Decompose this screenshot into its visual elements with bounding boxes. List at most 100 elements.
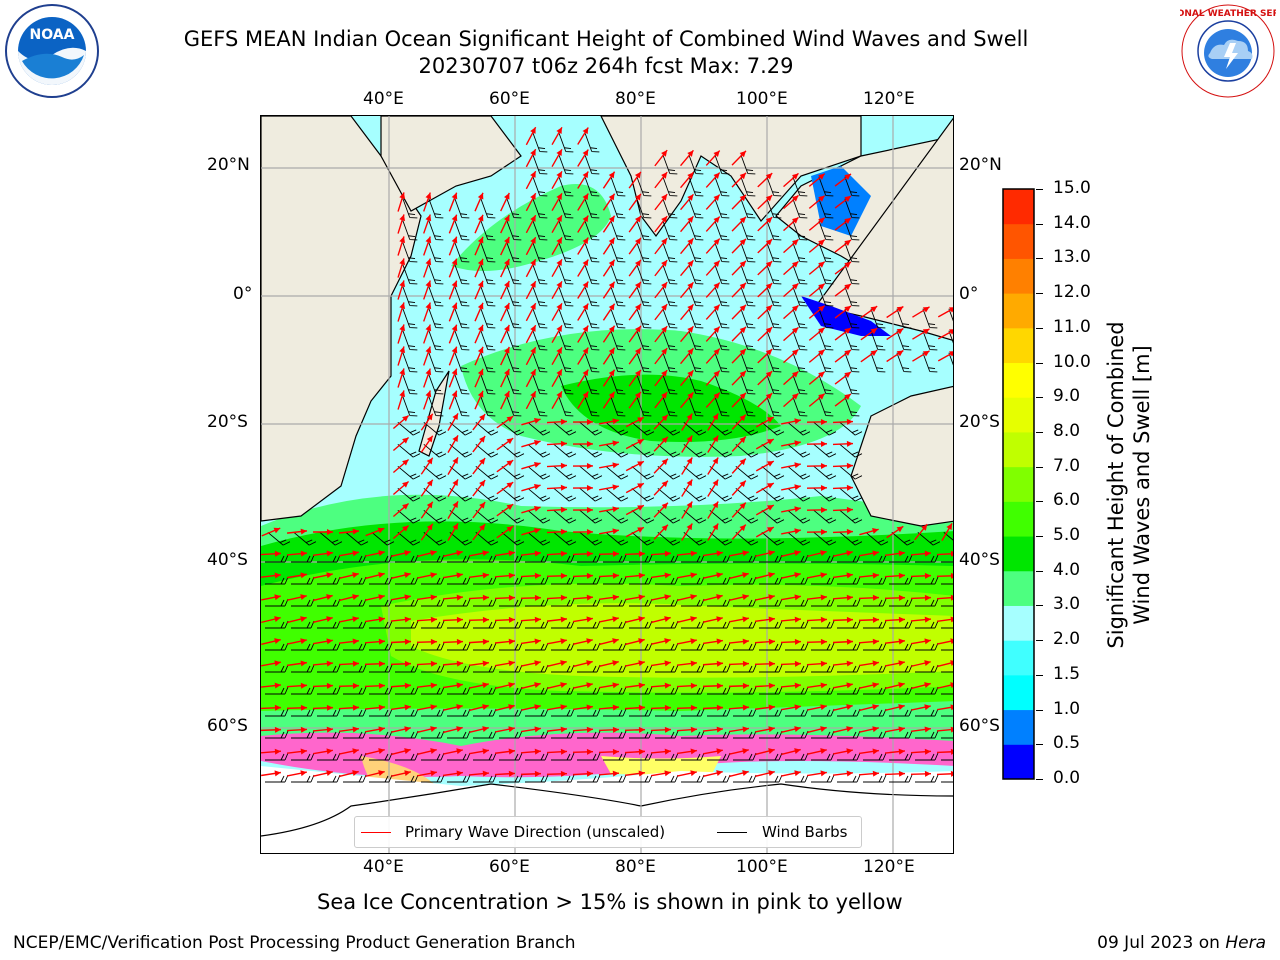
wind-barb bbox=[863, 752, 887, 761]
wave-direction-arrow bbox=[755, 726, 775, 733]
wind-barb bbox=[428, 220, 444, 241]
wave-direction-arrow bbox=[474, 346, 484, 366]
wind-barb bbox=[740, 286, 756, 307]
wave-direction-arrow bbox=[313, 594, 333, 602]
wind-barb bbox=[844, 396, 860, 417]
wind-barb bbox=[655, 708, 679, 717]
wind-barb bbox=[584, 374, 600, 395]
colorbar-cell bbox=[1003, 223, 1034, 259]
colorbar-cell bbox=[1003, 501, 1034, 537]
wind-barb bbox=[584, 286, 600, 307]
wave-direction-arrow bbox=[807, 704, 827, 711]
wind-barb bbox=[839, 487, 863, 502]
wind-barb bbox=[402, 330, 418, 351]
wind-barb bbox=[397, 421, 421, 436]
wind-barb bbox=[740, 374, 756, 395]
wind-barb bbox=[631, 443, 655, 458]
wind-barb bbox=[811, 664, 835, 673]
wave-direction-arrow bbox=[420, 413, 434, 431]
wave-direction-arrow bbox=[625, 438, 645, 450]
wind-barb bbox=[447, 620, 471, 629]
wind-barb bbox=[839, 421, 863, 436]
wind-barb bbox=[532, 242, 548, 263]
wave-direction-arrow bbox=[859, 660, 879, 667]
wind-barb bbox=[532, 286, 548, 307]
wind-barb bbox=[447, 598, 471, 607]
wind-barb bbox=[532, 264, 548, 285]
wave-direction-arrow bbox=[755, 416, 775, 428]
wind-barb bbox=[683, 487, 707, 502]
wind-barb bbox=[917, 531, 941, 546]
wave-direction-arrow bbox=[397, 214, 406, 234]
wind-barb bbox=[584, 154, 600, 175]
wave-direction-arrow bbox=[598, 572, 620, 579]
wind-barb bbox=[610, 286, 626, 307]
wind-barb bbox=[813, 465, 837, 480]
wind-barb bbox=[662, 374, 678, 395]
wave-direction-arrow bbox=[468, 572, 490, 579]
wave-direction-arrow bbox=[806, 462, 828, 469]
wind-barb bbox=[811, 576, 835, 585]
wind-barb bbox=[761, 421, 785, 436]
wind-barb bbox=[475, 531, 499, 546]
wave-direction-arrow bbox=[884, 616, 906, 623]
wind-barb bbox=[631, 465, 655, 480]
wave-direction-arrow bbox=[654, 325, 668, 343]
wind-barb bbox=[759, 686, 783, 695]
lat-label-right: 0° bbox=[959, 284, 979, 304]
wave-direction-arrow bbox=[572, 462, 594, 469]
wind-barb bbox=[343, 642, 367, 651]
wave-direction-arrow bbox=[681, 501, 693, 519]
wind-barb bbox=[558, 198, 574, 219]
wind-barb bbox=[714, 330, 730, 351]
colorbar-tick-mark bbox=[1036, 258, 1043, 260]
wave-direction-arrow bbox=[448, 258, 458, 278]
wave-direction-arrow bbox=[885, 726, 905, 733]
wind-barb bbox=[709, 509, 733, 524]
wave-direction-arrow bbox=[757, 392, 773, 408]
wind-barb bbox=[631, 487, 655, 502]
wave-direction-arrow bbox=[703, 616, 723, 623]
wave-direction-arrow bbox=[911, 660, 931, 667]
wave-direction-arrow bbox=[521, 527, 541, 536]
wave-direction-arrow bbox=[546, 528, 568, 535]
wave-direction-arrow bbox=[496, 459, 514, 473]
wind-barb bbox=[265, 686, 289, 695]
wind-barb bbox=[579, 443, 603, 458]
chart-subtitle: 20230707 t06z 264h fcst Max: 7.29 bbox=[418, 54, 794, 78]
wave-direction-arrow bbox=[885, 682, 905, 690]
wave-direction-arrow bbox=[680, 391, 694, 409]
wind-barb bbox=[636, 220, 652, 241]
wave-direction-arrow bbox=[572, 550, 594, 557]
wave-direction-arrow bbox=[551, 236, 563, 256]
colorbar-tick-label: 9.0 bbox=[1053, 386, 1081, 407]
wind-barb bbox=[454, 330, 470, 351]
wave-direction-arrow bbox=[520, 748, 542, 755]
wave-direction-arrow bbox=[365, 616, 385, 623]
wave-direction-arrow bbox=[936, 616, 953, 623]
wind-barb bbox=[714, 220, 730, 241]
wind-barb bbox=[527, 465, 551, 480]
wind-barb bbox=[889, 752, 913, 761]
wave-direction-arrow bbox=[365, 770, 385, 778]
legend-wind-label: Wind Barbs bbox=[762, 823, 848, 841]
wind-barb bbox=[501, 487, 525, 502]
wave-direction-arrow bbox=[654, 149, 668, 167]
lon-label-bottom: 120°E bbox=[863, 857, 915, 877]
wind-barb bbox=[662, 154, 678, 175]
wind-barb bbox=[714, 264, 730, 285]
wave-direction-arrow bbox=[261, 726, 282, 733]
wind-barb bbox=[501, 443, 525, 458]
wave-direction-arrow bbox=[783, 348, 799, 364]
wave-direction-arrow bbox=[572, 528, 594, 535]
wind-barb bbox=[423, 443, 447, 458]
wave-direction-arrow bbox=[833, 682, 853, 689]
wave-direction-arrow bbox=[806, 528, 828, 535]
wave-direction-arrow bbox=[397, 236, 406, 256]
madagascar bbox=[418, 370, 450, 457]
wave-direction-arrow bbox=[577, 391, 589, 409]
wind-barb bbox=[558, 220, 574, 241]
wave-direction-arrow bbox=[443, 726, 463, 734]
wind-barb bbox=[421, 664, 445, 673]
wave-direction-arrow bbox=[572, 770, 594, 777]
